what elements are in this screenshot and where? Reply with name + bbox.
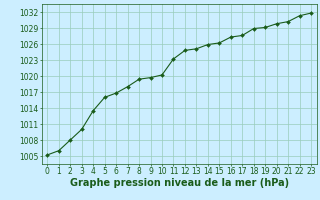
X-axis label: Graphe pression niveau de la mer (hPa): Graphe pression niveau de la mer (hPa)	[70, 178, 289, 188]
